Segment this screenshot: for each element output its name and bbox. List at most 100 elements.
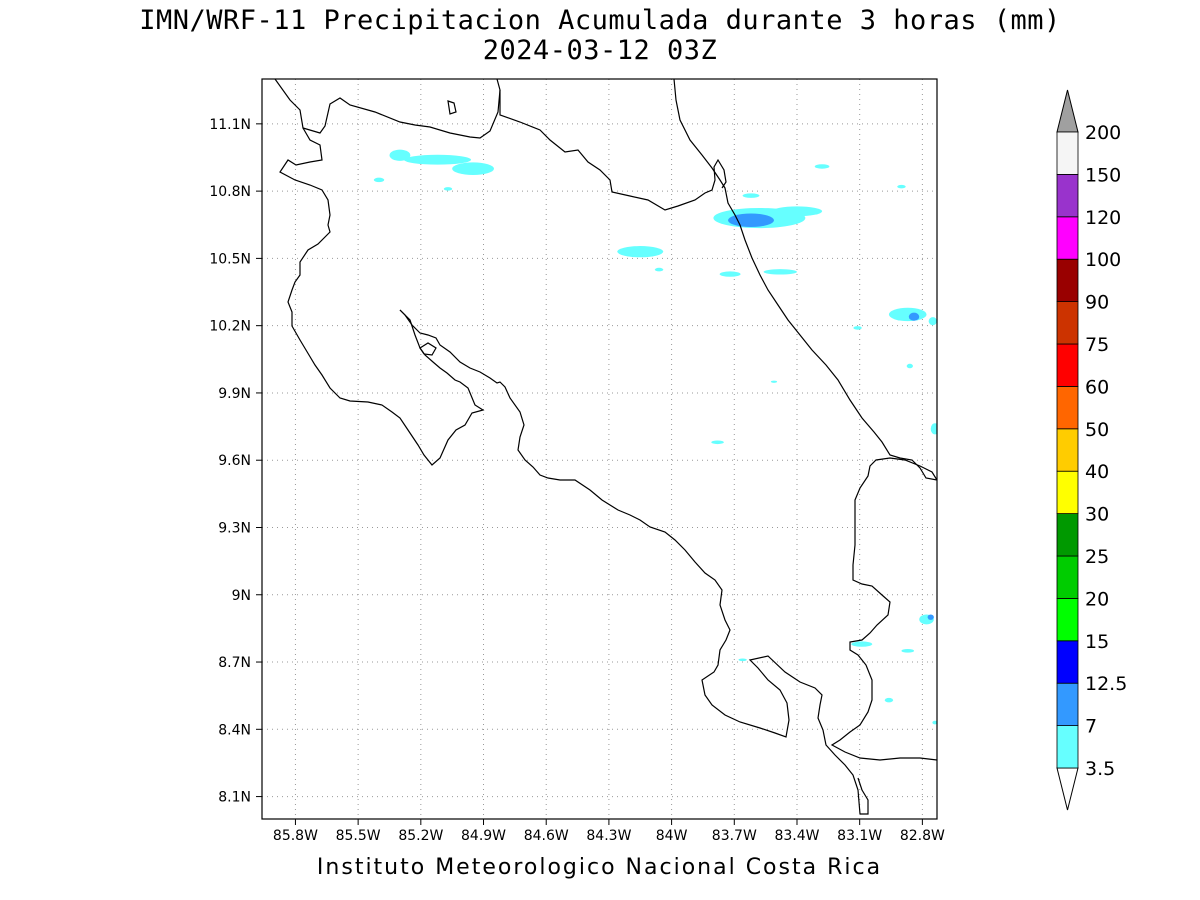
- precip-cell-3.5: [771, 206, 823, 217]
- precip-cell-7: [927, 614, 934, 620]
- x-tick-label: 85.2W: [398, 828, 443, 844]
- y-tick-label: 11.1N: [209, 117, 251, 133]
- precip-cell-3.5: [742, 193, 760, 198]
- x-tick-label: 85.8W: [273, 828, 318, 844]
- precip-cell-3.5: [617, 246, 664, 258]
- colorbar-label: 200: [1085, 122, 1121, 144]
- latitude-axis: 11.1N 10.8N 10.5N 10.2N 9.9N 9.6N 9.3N 9N 8.7N 8.…: [209, 117, 262, 806]
- colorbar-label: 20: [1085, 588, 1109, 610]
- colorbar-label: 25: [1085, 546, 1109, 568]
- colorbar-segment: [1056, 640, 1079, 684]
- y-tick-label: 9.3N: [218, 520, 251, 536]
- footer-credit: Instituto Meteorologico Nacional Costa R…: [316, 855, 883, 880]
- precip-cell-3.5: [906, 363, 913, 369]
- precip-cell-3.5: [711, 440, 724, 445]
- map-title: IMN/WRF-11 Precipitacion Acumulada duran…: [139, 5, 1061, 36]
- precip-cell-3.5: [851, 641, 873, 647]
- y-tick-label: 10.2N: [209, 319, 251, 335]
- x-tick-label: 83.4W: [774, 828, 819, 844]
- longitude-axis: 85.8W 85.5W 85.2W 84.9W 84.6W 84.3W 84W 83.7W 83…: [273, 819, 945, 844]
- precip-cell-3.5: [770, 380, 778, 383]
- colorbar-segment: [1056, 513, 1079, 557]
- y-tick-label: 10.8N: [209, 184, 251, 200]
- colorbar-segment: [1056, 173, 1079, 218]
- x-tick-label: 84W: [656, 828, 688, 844]
- coastline-caribbean-north: [499, 90, 727, 211]
- colorbar-label: 100: [1085, 249, 1121, 271]
- y-tick-label: 8.1N: [218, 790, 251, 806]
- colorbar-segment: [1056, 301, 1079, 345]
- border-panama: [830, 457, 937, 761]
- precip-cell-3.5: [452, 162, 494, 175]
- colorbar-label: 7: [1085, 716, 1097, 738]
- colorbar-top-arrow: [1056, 89, 1079, 133]
- precip-cell-3.5: [719, 271, 741, 277]
- colorbar-segment: [1056, 682, 1079, 727]
- precip-cell-3.5: [389, 149, 411, 161]
- precip-cell-3.5: [932, 720, 937, 725]
- x-tick-label: 83.1W: [837, 828, 882, 844]
- precip-cell-3.5: [884, 697, 894, 703]
- colorbar-label: 90: [1085, 292, 1109, 314]
- border-panama-south: [857, 777, 869, 815]
- colorbar-segment: [1056, 470, 1079, 515]
- x-tick-label: 84.9W: [461, 828, 506, 844]
- colorbar-segment: [1056, 131, 1079, 175]
- island-caño: [447, 100, 457, 115]
- colorbar-label: 150: [1085, 164, 1121, 186]
- colorbar-segment: [1056, 343, 1079, 387]
- precip-cell-3.5: [930, 423, 937, 435]
- colorbar-segment: [1056, 555, 1079, 599]
- colorbar-label: 40: [1085, 461, 1109, 483]
- colorbar-segment: [1056, 598, 1079, 642]
- colorbar-segment: [1056, 725, 1079, 769]
- y-tick-label: 9.6N: [218, 453, 251, 469]
- precip-cell-3.5: [654, 267, 664, 272]
- colorbar-segment: [1056, 216, 1079, 260]
- map-date: 2024-03-12 03Z: [482, 35, 718, 66]
- colorbar-segment: [1056, 258, 1079, 303]
- precip-cell-3.5: [373, 177, 385, 183]
- colorbar-label: 30: [1085, 504, 1109, 526]
- x-tick-label: 84.6W: [524, 828, 569, 844]
- y-tick-label: 10.5N: [209, 251, 251, 267]
- map-background: [262, 79, 937, 819]
- colorbar-segment: [1056, 385, 1079, 430]
- precip-cell-3.5: [853, 326, 862, 330]
- coastline: [274, 79, 937, 815]
- x-tick-label: 83.7W: [712, 828, 757, 844]
- x-tick-label: 82.8W: [900, 828, 945, 844]
- y-tick-label: 8.7N: [218, 655, 251, 671]
- precip-cell-3.5: [901, 649, 915, 653]
- coastline-nicoya-west: [274, 79, 501, 139]
- coastline-caribbean-east: [673, 79, 937, 481]
- colorbar-label: 50: [1085, 419, 1109, 441]
- precip-cell-7: [908, 312, 920, 321]
- y-tick-label: 9.9N: [218, 386, 251, 402]
- island-chira: [419, 342, 437, 356]
- colorbar-label: 3.5: [1085, 758, 1115, 780]
- y-tick-label: 8.4N: [218, 722, 251, 738]
- colorbar-bottom-arrow: [1056, 767, 1079, 811]
- coastline-northwest: [279, 127, 485, 466]
- colorbar-label: 120: [1085, 207, 1121, 229]
- precipitation-field: [373, 149, 937, 725]
- precip-cell-3.5: [897, 184, 906, 189]
- precip-cell-3.5: [928, 317, 937, 326]
- map-frame: [261, 78, 938, 820]
- precip-cell-3.5: [443, 187, 453, 191]
- colorbar-label: 12.5: [1085, 673, 1127, 695]
- precip-cell-3.5: [814, 164, 830, 169]
- colorbar-label: 75: [1085, 334, 1109, 356]
- colorbar-segment: [1056, 428, 1079, 472]
- colorbar-label: 60: [1085, 376, 1109, 398]
- precip-cell-3.5: [404, 154, 471, 165]
- x-tick-label: 84.3W: [586, 828, 631, 844]
- precip-cell-3.5: [763, 269, 797, 275]
- y-tick-label: 9N: [232, 588, 251, 604]
- coastline-gulf-nicoya: [399, 309, 861, 815]
- colorbar-label: 15: [1085, 631, 1109, 653]
- precip-cell-3.5: [888, 307, 927, 322]
- x-tick-label: 85.5W: [336, 828, 381, 844]
